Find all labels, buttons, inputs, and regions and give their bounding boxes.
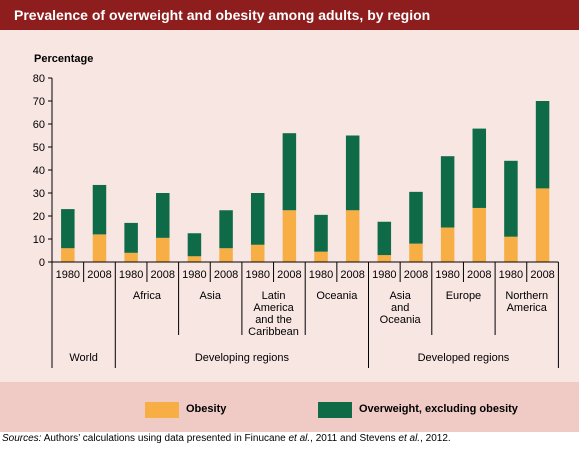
x-tick-label-year: 2008 bbox=[467, 269, 491, 281]
group-label: Developed regions bbox=[418, 352, 510, 364]
x-tick-label-year: 1980 bbox=[182, 269, 206, 281]
region-label: Latin bbox=[262, 290, 286, 302]
bar-overweight bbox=[92, 184, 107, 235]
region-label: Caribbean bbox=[248, 326, 299, 338]
region-label: Oceania bbox=[316, 290, 358, 302]
y-tick-label: 70 bbox=[33, 96, 45, 108]
source-etal-2: et al. bbox=[398, 433, 421, 444]
bar-obesity bbox=[250, 244, 265, 262]
source-label: Sources: bbox=[2, 433, 42, 444]
source-etal-1: et al. bbox=[288, 433, 311, 444]
x-tick-label-year: 2008 bbox=[87, 269, 111, 281]
bar-overweight bbox=[187, 233, 202, 257]
group-label: World bbox=[69, 352, 98, 364]
bar-obesity bbox=[314, 251, 328, 262]
x-tick-label-year: 1980 bbox=[119, 269, 143, 281]
bar-obesity bbox=[472, 207, 487, 262]
bar-overweight bbox=[156, 193, 170, 238]
x-tick-label-year: 1980 bbox=[56, 269, 80, 281]
source-text-1: Authors’ calculations using data present… bbox=[41, 433, 289, 444]
region-label: America bbox=[507, 302, 548, 314]
region-label: Asia bbox=[200, 290, 222, 302]
bar-obesity bbox=[440, 227, 455, 262]
y-tick-label: 40 bbox=[33, 165, 45, 177]
y-tick-label: 0 bbox=[39, 257, 45, 269]
bar-obesity bbox=[377, 255, 392, 262]
x-tick-label-year: 1980 bbox=[309, 269, 333, 281]
x-tick-label-year: 2008 bbox=[404, 269, 428, 281]
legend-swatch-overweight bbox=[318, 402, 352, 418]
bar-obesity bbox=[92, 234, 107, 262]
bar-overweight bbox=[472, 128, 487, 208]
region-label: Asia bbox=[389, 290, 411, 302]
group-label: Developing regions bbox=[195, 352, 290, 364]
source-text-2: , 2011 and Stevens bbox=[310, 433, 399, 444]
y-tick-label: 30 bbox=[33, 188, 45, 200]
region-label: Europe bbox=[446, 290, 481, 302]
y-tick-label: 80 bbox=[33, 73, 45, 85]
bar-overweight bbox=[314, 214, 328, 252]
bar-overweight bbox=[124, 222, 138, 253]
x-tick-label-year: 2008 bbox=[340, 269, 364, 281]
bar-obesity bbox=[61, 248, 75, 262]
bar-obesity bbox=[504, 236, 518, 262]
bar-overweight bbox=[282, 133, 297, 211]
title-bar: Prevalence of overweight and obesity amo… bbox=[0, 0, 579, 30]
legend-label-overweight: Overweight, excluding obesity bbox=[359, 403, 518, 415]
x-tick-label-year: 1980 bbox=[499, 269, 523, 281]
bar-overweight bbox=[504, 160, 518, 237]
region-label: America bbox=[253, 302, 294, 314]
bar-obesity bbox=[282, 210, 297, 262]
bar-overweight bbox=[409, 191, 423, 244]
bar-obesity bbox=[124, 252, 138, 262]
y-tick-label: 50 bbox=[33, 142, 45, 154]
bar-obesity bbox=[409, 243, 423, 262]
legend-label-obesity: Obesity bbox=[186, 403, 227, 415]
region-label: Africa bbox=[133, 290, 162, 302]
source-text-3: , 2012. bbox=[420, 433, 451, 444]
x-tick-label-year: 2008 bbox=[277, 269, 301, 281]
region-label: and bbox=[391, 302, 409, 314]
x-tick-label-year: 1980 bbox=[372, 269, 396, 281]
source-note: Sources: Authors’ calculations using dat… bbox=[2, 433, 451, 444]
y-tick-label: 60 bbox=[33, 119, 45, 131]
y-axis-label: Percentage bbox=[34, 53, 93, 65]
x-tick-label-year: 2008 bbox=[151, 269, 175, 281]
bar-overweight bbox=[61, 209, 75, 249]
chart-title: Prevalence of overweight and obesity amo… bbox=[14, 7, 431, 23]
bar-obesity bbox=[219, 248, 233, 262]
chart-svg: Percentage 0 10 20 30 40 50 60 70 80 1980 2008 1980 2… bbox=[33, 53, 559, 368]
region-label: Oceania bbox=[380, 314, 422, 326]
y-tick-label: 20 bbox=[33, 211, 45, 223]
bar-overweight bbox=[250, 193, 265, 245]
bar-overweight bbox=[345, 135, 360, 211]
x-tick-label-year: 1980 bbox=[245, 269, 269, 281]
region-label: and the bbox=[255, 314, 292, 326]
bar-obesity bbox=[535, 188, 550, 262]
legend-panel: Obesity Overweight, excluding obesity bbox=[0, 382, 579, 432]
x-tick-label-year: 1980 bbox=[435, 269, 459, 281]
x-tick-label-year: 2008 bbox=[214, 269, 238, 281]
bar-obesity bbox=[187, 256, 202, 262]
bar-overweight bbox=[535, 101, 550, 189]
bar-overweight bbox=[377, 221, 392, 256]
y-tick-label: 10 bbox=[33, 234, 45, 246]
bar-overweight bbox=[440, 156, 455, 228]
region-label: Northern bbox=[505, 290, 548, 302]
legend-swatch-obesity bbox=[145, 402, 179, 418]
bar-obesity bbox=[345, 210, 360, 262]
bar-obesity bbox=[156, 237, 170, 262]
bar-overweight bbox=[219, 210, 233, 249]
x-tick-label-year: 2008 bbox=[530, 269, 554, 281]
